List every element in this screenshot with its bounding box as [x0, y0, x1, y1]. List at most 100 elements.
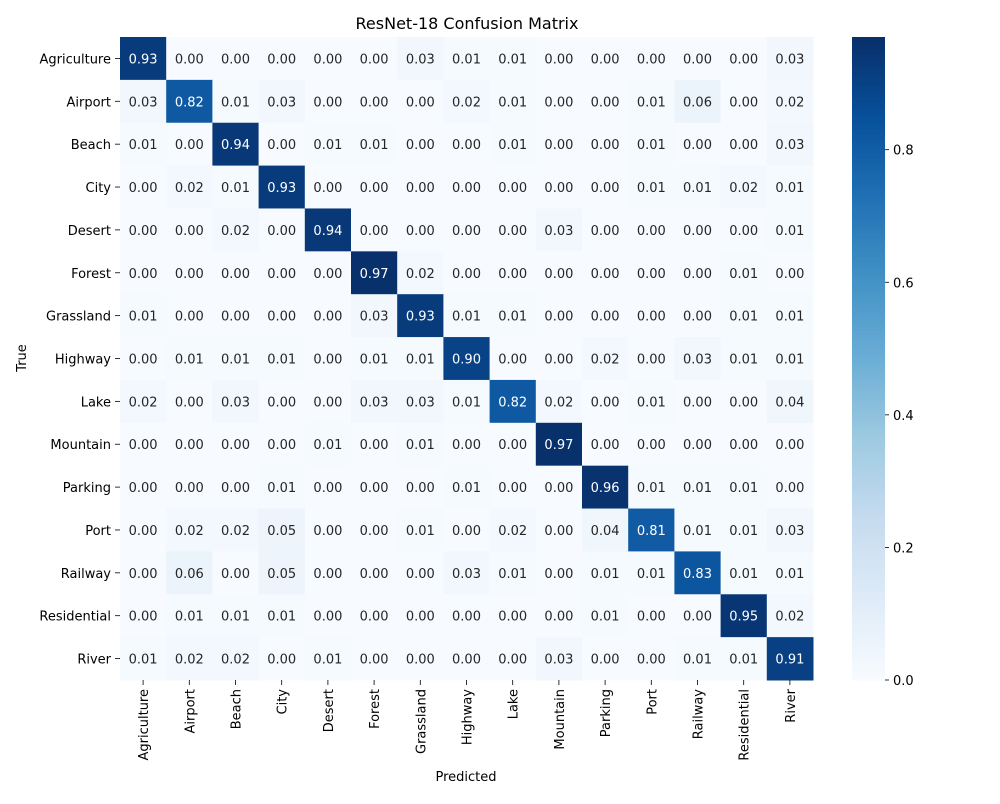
colorbar-segment: [852, 149, 885, 155]
heatmap-cell: [766, 465, 814, 510]
heatmap-cell: [535, 422, 583, 467]
heatmap-cell: [304, 551, 352, 595]
heatmap-cell: [674, 465, 722, 510]
colorbar-segment: [852, 314, 885, 319]
heatmap-cell: [720, 79, 768, 124]
colorbar-segment: [852, 499, 885, 504]
heatmap-cell: [628, 508, 675, 552]
cell-value-label: 0.00: [221, 267, 250, 282]
heatmap-cell: [628, 37, 675, 81]
cell-value-label: 0.00: [360, 224, 389, 239]
colorbar-segment: [852, 169, 885, 175]
heatmap-cell: [443, 551, 491, 595]
colorbar-segment: [852, 422, 885, 428]
heatmap-cell: [120, 508, 167, 552]
heatmap-cell: [443, 379, 491, 424]
x-tick-label: Agriculture: [137, 689, 152, 761]
y-tick-label: Airport: [67, 95, 112, 110]
heatmap-cell: [166, 551, 213, 595]
heatmap-cell: [582, 465, 629, 510]
cell-value-labels: 0.93 0.00 0.00 0.00 0.00 0.00 0.03 0.01 0.01 0.00…: [129, 52, 805, 667]
heatmap-cell: [720, 208, 768, 252]
x-tick-label: Port: [645, 689, 660, 715]
cell-value-label: 0.01: [175, 353, 204, 368]
heatmap-cell: [720, 508, 768, 552]
heatmap-cell: [489, 508, 537, 552]
cell-value-label: 0.00: [498, 353, 527, 368]
colorbar-segment: [852, 145, 885, 151]
heatmap-cell: [212, 379, 260, 424]
cell-value-label: 0.04: [591, 524, 620, 539]
x-axis-label: Predicted: [435, 770, 496, 785]
heatmap-cell: [166, 122, 213, 167]
cell-value-label: 0.03: [775, 52, 804, 67]
colorbar-segment: [852, 85, 885, 90]
heatmap-cell: [766, 422, 814, 467]
colorbar-segment: [852, 97, 885, 102]
colorbar-segment: [852, 81, 885, 86]
heatmap-cell: [258, 37, 306, 81]
heatmap-cell: [443, 637, 491, 681]
cell-value-label: 0.00: [637, 353, 666, 368]
colorbar-segment: [852, 109, 885, 114]
cell-value-label: 0.00: [175, 224, 204, 239]
heatmap-cell: [120, 379, 167, 424]
heatmap-cell: [674, 379, 722, 424]
x-tick-label: Beach: [230, 689, 245, 729]
cell-value-label: 0.02: [129, 395, 158, 410]
cell-value-label: 0.00: [683, 395, 712, 410]
colorbar-segment: [852, 619, 885, 625]
colorbar-segment: [852, 101, 885, 106]
colorbar-segment: [852, 153, 885, 159]
cell-value-label: 0.00: [313, 567, 342, 582]
cell-value-label: 0.95: [729, 610, 758, 625]
heatmap-cell: [304, 294, 352, 338]
heatmap-cell: [674, 422, 722, 467]
cell-value-label: 0.00: [175, 310, 204, 325]
cell-value-label: 0.00: [313, 395, 342, 410]
cell-value-label: 0.00: [129, 567, 158, 582]
heatmap-cell: [304, 208, 352, 252]
cell-value-label: 0.01: [406, 438, 435, 453]
colorbar-segment: [852, 563, 885, 569]
heatmap-cell: [166, 294, 213, 338]
colorbar-segment: [852, 61, 885, 66]
heatmap-cell: [628, 337, 675, 381]
heatmap-cell: [351, 208, 398, 252]
colorbar-segment: [852, 603, 885, 609]
cell-value-label: 0.01: [775, 353, 804, 368]
colorbar-segment: [852, 454, 885, 460]
x-tick-label: River: [784, 688, 799, 722]
heatmap-cell: [628, 122, 675, 167]
colorbar-segment: [852, 249, 885, 255]
cell-value-label: 0.00: [175, 438, 204, 453]
colorbar-segment: [852, 229, 885, 235]
colorbar-segment: [852, 165, 885, 171]
cell-value-label: 0.00: [683, 610, 712, 625]
cell-value-label: 0.01: [267, 481, 296, 496]
heatmap-cell: [258, 594, 306, 638]
colorbar-tick-label: 0.6: [893, 276, 914, 291]
heatmap-cell: [720, 422, 768, 467]
colorbar-segment: [852, 209, 885, 215]
heatmap-cell: [489, 37, 537, 81]
heatmap-cell: [120, 79, 167, 124]
heatmap-cell: [443, 508, 491, 552]
y-tick-labels: Agriculture Airport Beach City Desert Forest G…: [39, 52, 120, 668]
cell-value-label: 0.91: [775, 653, 804, 668]
heatmap-cell: [397, 637, 444, 681]
colorbar-segment: [852, 105, 885, 110]
colorbar-segment: [852, 129, 885, 135]
cell-value-label: 0.00: [267, 138, 296, 153]
heatmap-cell: [582, 294, 629, 338]
heatmap-cell: [351, 551, 398, 595]
heatmap-cell: [535, 165, 583, 209]
colorbar-segment: [852, 611, 885, 617]
cell-value-label: 0.01: [129, 138, 158, 153]
cell-value-label: 0.01: [637, 395, 666, 410]
y-tick-label: Highway: [55, 353, 111, 368]
y-tick-label: Grassland: [46, 310, 111, 325]
heatmap-cell: [582, 551, 629, 595]
cell-value-label: 0.01: [406, 353, 435, 368]
cell-value-label: 0.03: [267, 95, 296, 110]
